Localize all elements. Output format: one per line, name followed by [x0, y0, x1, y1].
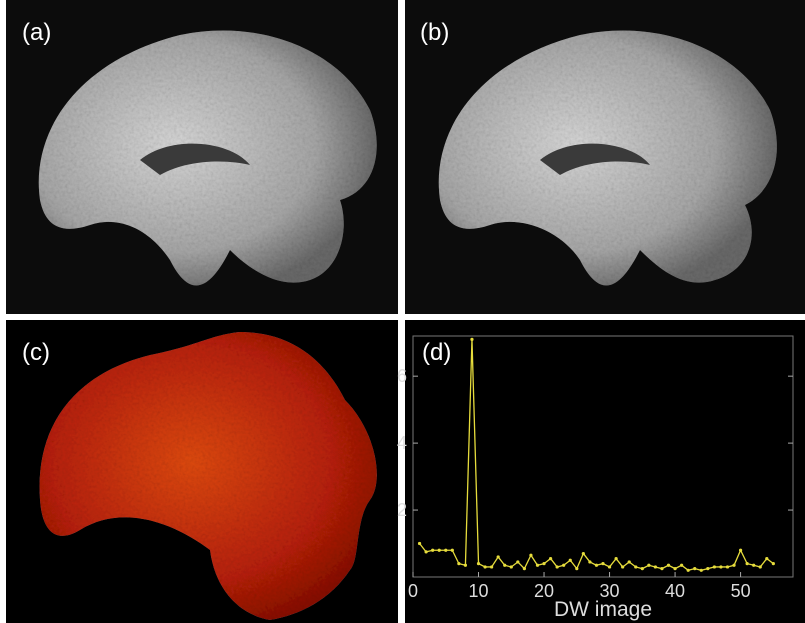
data-point	[510, 565, 513, 568]
data-point	[575, 567, 578, 570]
panel-label: (a)	[22, 19, 51, 46]
data-point	[438, 549, 441, 552]
data-point	[588, 560, 591, 563]
data-point	[732, 564, 735, 567]
panel-label: (c)	[22, 339, 50, 366]
data-point	[647, 564, 650, 567]
data-point	[667, 564, 670, 567]
data-point	[457, 562, 460, 565]
figure: (a) (b) (c) (d)01020304050246DW image	[0, 0, 805, 623]
data-point	[549, 557, 552, 560]
data-point	[713, 565, 716, 568]
data-point	[523, 567, 526, 570]
panel-label: (b)	[420, 19, 449, 46]
data-point	[425, 550, 428, 553]
data-point	[556, 565, 559, 568]
panel-c: (c)	[6, 320, 398, 623]
data-point	[464, 564, 467, 567]
data-point	[536, 564, 539, 567]
data-point	[765, 557, 768, 560]
data-point	[673, 567, 676, 570]
data-point	[700, 569, 703, 572]
data-point	[503, 564, 506, 567]
x-tick-label: 10	[469, 581, 489, 601]
data-point	[628, 560, 631, 563]
data-point	[772, 562, 775, 565]
data-point	[477, 562, 480, 565]
data-point	[719, 565, 722, 568]
data-point	[759, 565, 762, 568]
x-tick-label: 20	[534, 581, 554, 601]
data-point	[621, 565, 624, 568]
data-point	[608, 565, 611, 568]
x-tick-label: 0	[408, 581, 418, 601]
x-axis-label: DW image	[554, 598, 652, 621]
data-point	[726, 565, 729, 568]
data-point	[654, 565, 657, 568]
data-point	[641, 567, 644, 570]
data-point	[516, 560, 519, 563]
data-point	[582, 552, 585, 555]
data-point	[693, 567, 696, 570]
data-point	[739, 549, 742, 552]
data-point	[562, 564, 565, 567]
data-point	[451, 549, 454, 552]
y-tick-label: 4	[397, 433, 407, 453]
data-point	[483, 565, 486, 568]
data-point	[634, 565, 637, 568]
data-point	[601, 562, 604, 565]
data-point	[569, 559, 572, 562]
data-point	[470, 338, 473, 341]
panel-b: (b)	[405, 0, 805, 314]
data-point	[746, 562, 749, 565]
data-point	[529, 554, 532, 557]
panel-a: (a)	[6, 0, 398, 314]
data-point	[687, 569, 690, 572]
x-tick-label: 40	[665, 581, 685, 601]
data-point	[660, 567, 663, 570]
y-tick-label: 6	[397, 366, 407, 386]
x-tick-label: 50	[731, 581, 751, 601]
data-point	[490, 565, 493, 568]
data-point	[595, 564, 598, 567]
data-point	[497, 555, 500, 558]
data-point	[752, 564, 755, 567]
data-point	[706, 567, 709, 570]
y-tick-label: 2	[397, 500, 407, 520]
data-point	[444, 549, 447, 552]
data-point	[418, 542, 421, 545]
data-point	[680, 564, 683, 567]
data-point	[615, 557, 618, 560]
data-point	[431, 549, 434, 552]
panel-label: (d)	[422, 339, 451, 366]
data-point	[542, 562, 545, 565]
